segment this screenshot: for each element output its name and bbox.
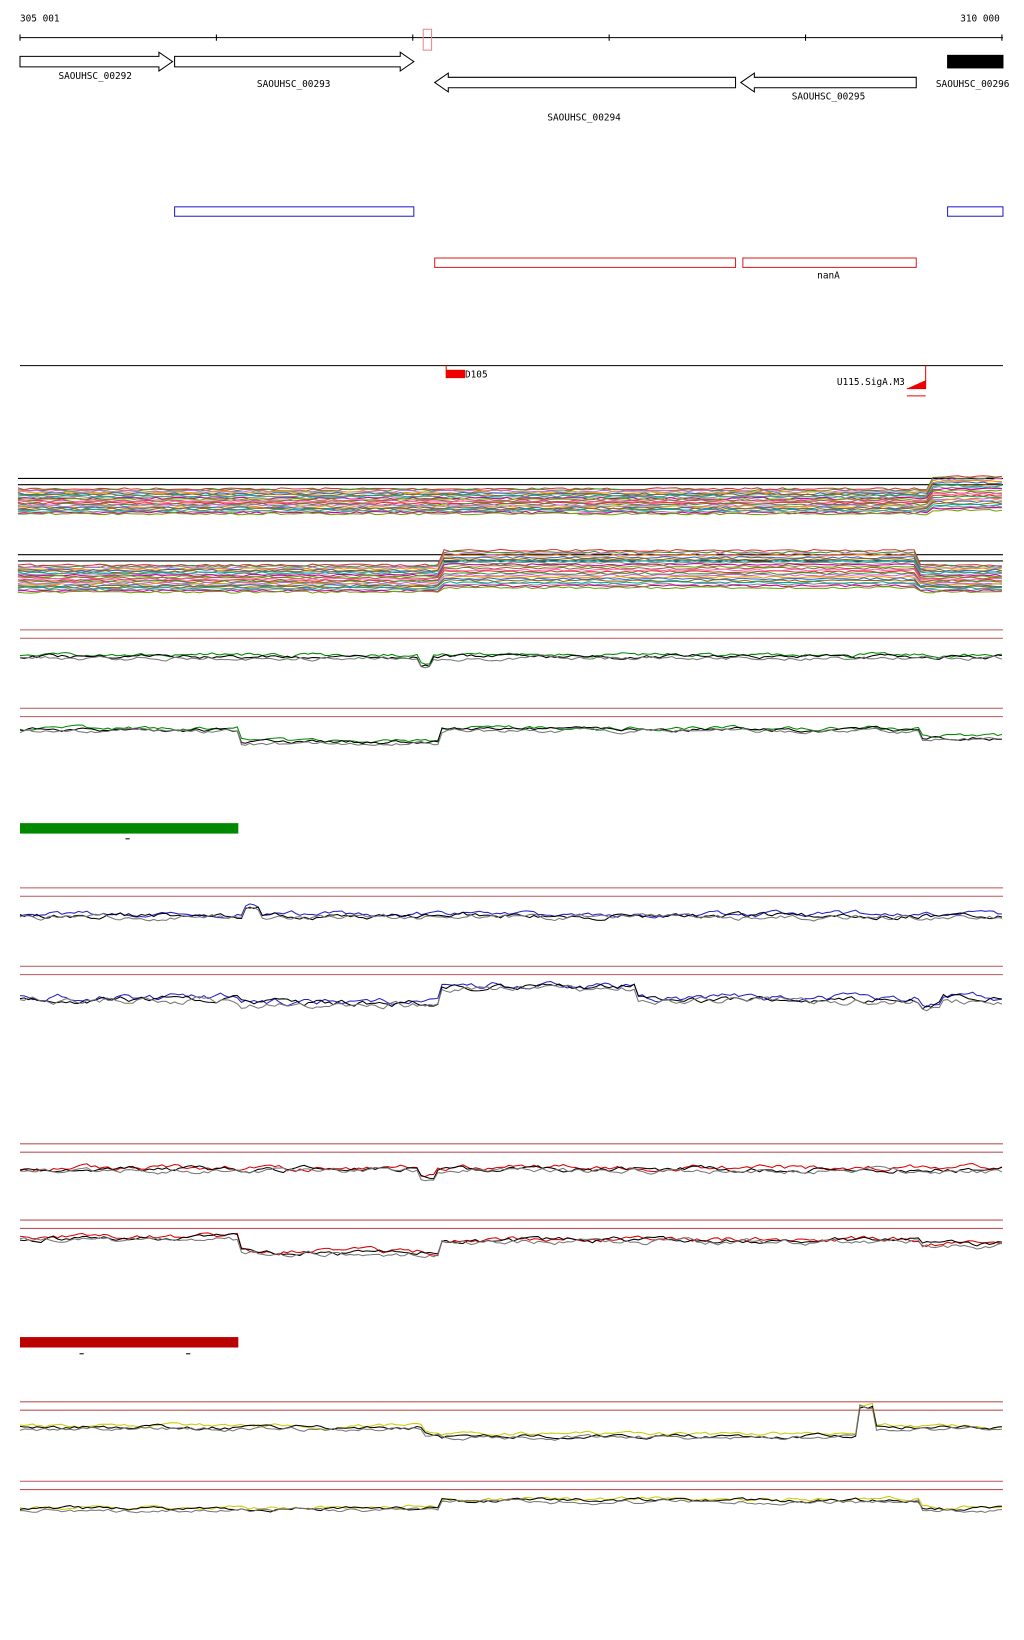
signal-line <box>17 566 1002 580</box>
signal-line <box>17 490 1002 503</box>
signal-line <box>17 568 1002 581</box>
signal-line <box>19 906 1002 922</box>
signal-line <box>19 983 1002 1010</box>
signal-line <box>19 1236 1003 1259</box>
signal-line <box>17 586 1002 594</box>
signal-line <box>17 564 1002 579</box>
signal-line <box>19 651 1002 665</box>
signal-line <box>19 654 1003 669</box>
gene-arrow[interactable] <box>174 51 415 73</box>
signal-line <box>17 550 1002 568</box>
gene-label: SAOUHSC_00295 <box>792 92 865 103</box>
signal-line <box>17 580 1002 590</box>
genes <box>19 51 1004 93</box>
legend-bar <box>20 823 239 834</box>
signal-line <box>19 727 1002 746</box>
view-marker <box>422 28 433 51</box>
signal-line <box>19 1232 1003 1257</box>
gene-label: SAOUHSC_00296 <box>936 79 1010 90</box>
signal-line <box>17 498 1002 509</box>
signal-line <box>17 489 1002 502</box>
signal-line <box>17 554 1002 571</box>
gene-label: SAOUHSC_00294 <box>547 113 621 124</box>
feature-box[interactable] <box>446 369 465 379</box>
signal-line <box>17 556 1003 572</box>
signal-line <box>19 1404 1002 1441</box>
signal-line <box>17 563 1003 577</box>
signal-line <box>19 1233 1002 1257</box>
signal-line <box>17 582 1002 592</box>
signal-line <box>17 548 1002 567</box>
operon-label: nanA <box>817 270 840 281</box>
ruler-end: 310 000 <box>960 13 1000 24</box>
signal-line <box>17 571 1002 584</box>
feature-label: D105 <box>465 370 488 381</box>
gene-label: SAOUHSC_00293 <box>257 79 330 90</box>
gene-arrow[interactable] <box>19 51 174 73</box>
operon-box[interactable] <box>174 206 415 217</box>
promoter-mark <box>906 380 926 389</box>
gene-arrow[interactable] <box>739 72 917 93</box>
signal-line <box>19 903 1002 919</box>
operon-box[interactable] <box>434 257 737 268</box>
signal-line <box>17 508 1002 516</box>
signal-line <box>17 577 1002 588</box>
signal-line <box>17 502 1003 511</box>
signal-line <box>19 1163 1003 1178</box>
signal-line <box>17 584 1002 593</box>
signal-line <box>17 495 1002 506</box>
signal-line <box>17 475 1002 491</box>
gene-arrow[interactable] <box>433 72 737 93</box>
signal-line <box>17 506 1002 515</box>
signal-line <box>19 1402 1002 1437</box>
signal-line <box>17 476 1003 492</box>
gene-box[interactable] <box>947 54 1004 69</box>
signal-line <box>17 570 1002 583</box>
signal-line <box>17 479 1002 495</box>
signal-line <box>19 653 1002 667</box>
signal-line <box>17 561 1002 576</box>
signal-line <box>19 980 1002 1008</box>
operon-box[interactable] <box>947 206 1004 217</box>
signal-line <box>17 505 1003 514</box>
signal-line <box>17 486 1002 499</box>
signal-line <box>17 478 1002 493</box>
feature-label: U115.SigA.M3 <box>837 377 905 388</box>
ruler-start: 305 001 <box>20 13 60 24</box>
gene-label: SAOUHSC_00292 <box>58 71 132 82</box>
signal-line <box>19 725 1002 745</box>
signal-line <box>19 1498 1002 1514</box>
signal-line <box>17 559 1002 575</box>
legend-bar <box>20 1337 239 1348</box>
signal-line <box>19 1165 1003 1182</box>
operon-box[interactable] <box>742 257 917 268</box>
signal-line <box>17 575 1002 586</box>
signal-line <box>19 984 1003 1012</box>
ruler-ticks <box>19 34 1003 41</box>
